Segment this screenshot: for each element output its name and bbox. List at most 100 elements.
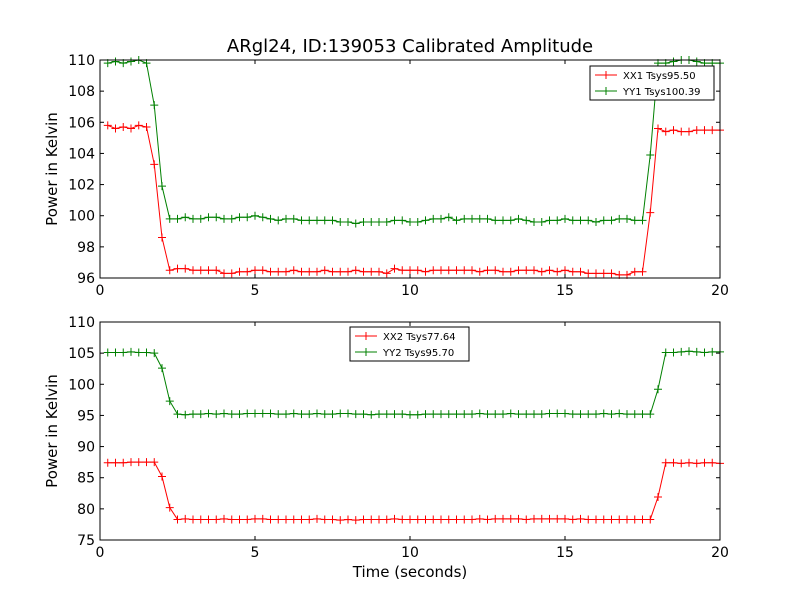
data-point	[522, 266, 531, 275]
data-point	[398, 410, 407, 419]
data-point	[553, 514, 562, 523]
data-point	[537, 410, 546, 419]
y-tick-label: 110	[68, 53, 95, 69]
data-point	[607, 269, 616, 278]
data-point	[568, 216, 577, 225]
data-point	[111, 57, 120, 66]
data-point	[553, 267, 562, 276]
data-point	[173, 515, 182, 524]
data-point	[336, 409, 345, 418]
data-point	[421, 267, 430, 276]
data-point	[506, 267, 515, 276]
data-point	[692, 126, 701, 135]
data-point	[491, 216, 500, 225]
data-point	[475, 267, 484, 276]
data-point	[243, 515, 252, 524]
data-point	[700, 458, 709, 467]
data-point	[320, 410, 329, 419]
data-point	[204, 409, 213, 418]
y-tick-label: 100	[68, 209, 95, 225]
data-point	[243, 267, 252, 276]
data-point	[111, 348, 120, 357]
data-point	[685, 347, 693, 356]
data-point	[274, 216, 283, 225]
data-point	[413, 410, 422, 419]
data-point	[537, 267, 546, 276]
legend-box	[349, 326, 470, 362]
figure-root: ARgl24, ID:139053 Calibrated Amplitude 0 5…	[43, 36, 729, 581]
data-point	[491, 410, 500, 419]
data-point	[375, 267, 383, 276]
x-tick-label: 10	[401, 283, 419, 299]
data-point	[584, 269, 593, 278]
data-point	[630, 515, 639, 524]
data-point	[165, 397, 174, 406]
y-tick-label: 104	[68, 146, 95, 162]
data-point	[251, 514, 259, 523]
data-point	[150, 160, 159, 169]
data-point	[630, 410, 639, 419]
data-point	[646, 410, 655, 419]
data-point	[708, 458, 717, 467]
data-point	[266, 267, 275, 276]
legend-marker	[602, 71, 610, 79]
data-point	[158, 233, 166, 242]
data-point	[227, 515, 236, 524]
data-point	[553, 409, 562, 418]
data-point	[506, 409, 515, 418]
data-point	[460, 266, 469, 275]
data-point	[251, 409, 259, 418]
data-point	[444, 410, 453, 419]
data-point	[282, 515, 290, 524]
data-point	[468, 214, 476, 223]
data-point	[313, 409, 321, 418]
x-tick-label: 5	[251, 283, 260, 299]
series-1	[103, 121, 724, 279]
data-point	[158, 364, 166, 373]
data-point	[406, 217, 414, 226]
data-point	[142, 122, 151, 131]
data-point	[661, 458, 670, 467]
data-point	[654, 124, 662, 133]
data-point	[235, 267, 244, 276]
data-point	[134, 348, 143, 357]
data-point	[514, 410, 523, 419]
y-tick-label: 96	[77, 271, 95, 287]
data-point	[421, 410, 430, 419]
data-point	[150, 101, 159, 110]
data-point	[251, 266, 259, 275]
data-point	[406, 410, 414, 419]
data-point	[196, 266, 205, 275]
data-point	[669, 458, 678, 467]
data-point	[390, 514, 399, 523]
data-point	[344, 409, 352, 418]
data-point	[700, 126, 709, 135]
data-point	[196, 410, 205, 419]
data-point	[607, 216, 616, 225]
data-point	[638, 410, 647, 419]
data-point	[181, 264, 190, 273]
series-2	[103, 347, 724, 419]
data-point	[227, 410, 236, 419]
data-point	[289, 266, 298, 275]
legend-marker	[362, 348, 370, 356]
data-point	[669, 57, 678, 66]
data-point	[599, 269, 608, 278]
data-point	[623, 410, 631, 419]
data-point	[336, 217, 345, 226]
data-point	[305, 515, 314, 524]
data-point	[282, 267, 290, 276]
data-point	[119, 348, 128, 357]
data-point	[460, 515, 469, 524]
data-point	[204, 515, 213, 524]
data-point	[220, 269, 228, 278]
data-point	[375, 217, 383, 226]
x-tick-label: 5	[251, 545, 260, 561]
data-point	[266, 214, 275, 223]
data-point	[692, 459, 701, 468]
data-point	[661, 127, 670, 136]
data-point	[119, 458, 128, 467]
data-point	[243, 409, 252, 418]
x-tick-label: 0	[96, 283, 105, 299]
